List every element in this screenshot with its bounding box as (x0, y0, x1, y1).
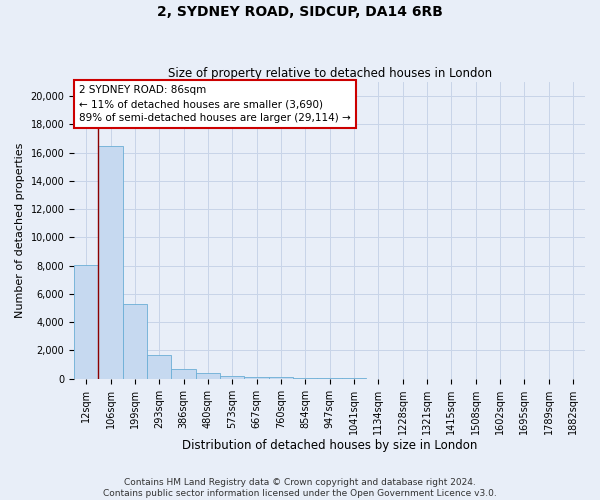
Bar (196, 373, 220, 378)
Text: 2, SYDNEY ROAD, SIDCUP, DA14 6RB: 2, SYDNEY ROAD, SIDCUP, DA14 6RB (157, 5, 443, 19)
Bar (172, 369, 196, 378)
Bar (220, 376, 244, 378)
Bar (98, 146, 123, 378)
Text: Contains HM Land Registry data © Crown copyright and database right 2024.
Contai: Contains HM Land Registry data © Crown c… (103, 478, 497, 498)
Bar (147, 354, 172, 378)
Title: Size of property relative to detached houses in London: Size of property relative to detached ho… (167, 66, 491, 80)
X-axis label: Distribution of detached houses by size in London: Distribution of detached houses by size … (182, 440, 477, 452)
Bar (74, 265, 98, 378)
Y-axis label: Number of detached properties: Number of detached properties (15, 142, 25, 318)
Text: 2 SYDNEY ROAD: 86sqm
← 11% of detached houses are smaller (3,690)
89% of semi-de: 2 SYDNEY ROAD: 86sqm ← 11% of detached h… (79, 85, 351, 123)
Bar (244, 376, 269, 378)
Bar (123, 304, 147, 378)
